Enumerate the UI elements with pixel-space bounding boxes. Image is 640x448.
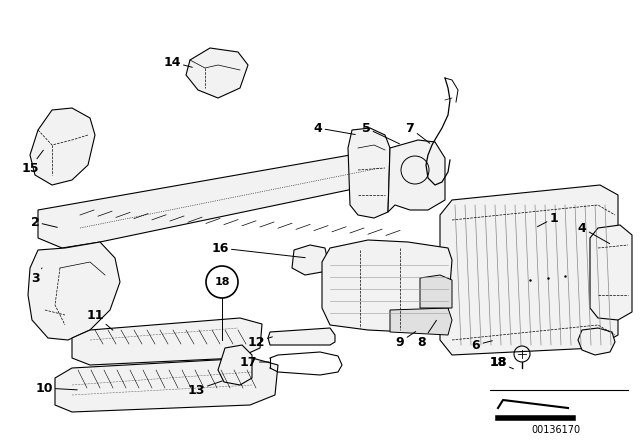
Text: 3: 3 [31, 268, 42, 284]
Text: 4: 4 [314, 121, 355, 134]
Text: 5: 5 [362, 121, 399, 144]
Text: 13: 13 [188, 381, 222, 396]
Text: 10: 10 [35, 382, 77, 395]
Polygon shape [348, 128, 390, 218]
Text: 8: 8 [418, 320, 436, 349]
Text: 2: 2 [31, 215, 58, 228]
Polygon shape [388, 140, 445, 212]
Text: 12: 12 [247, 336, 273, 349]
Text: 4: 4 [578, 221, 609, 244]
Polygon shape [218, 345, 252, 385]
Polygon shape [590, 225, 632, 320]
Text: 16: 16 [211, 241, 305, 258]
Text: 6: 6 [472, 339, 492, 352]
Text: 9: 9 [396, 332, 416, 349]
Text: 18: 18 [214, 277, 230, 287]
Text: 7: 7 [406, 121, 430, 143]
Text: 11: 11 [86, 309, 113, 330]
Polygon shape [292, 245, 328, 275]
Text: 1: 1 [538, 211, 558, 227]
Polygon shape [440, 185, 618, 355]
Polygon shape [30, 108, 95, 185]
Polygon shape [72, 318, 262, 365]
Text: 00136170: 00136170 [531, 425, 580, 435]
Text: 18: 18 [490, 356, 507, 369]
Polygon shape [420, 275, 452, 308]
Text: 17: 17 [239, 356, 269, 369]
Polygon shape [578, 328, 615, 355]
Text: 15: 15 [21, 150, 44, 175]
Polygon shape [28, 242, 120, 340]
Circle shape [206, 266, 238, 298]
Polygon shape [268, 328, 335, 345]
Polygon shape [390, 308, 452, 335]
Polygon shape [38, 148, 420, 248]
Text: 18: 18 [490, 356, 513, 369]
Polygon shape [186, 48, 248, 98]
Polygon shape [55, 358, 278, 412]
Polygon shape [322, 240, 452, 332]
Text: 14: 14 [163, 56, 192, 69]
